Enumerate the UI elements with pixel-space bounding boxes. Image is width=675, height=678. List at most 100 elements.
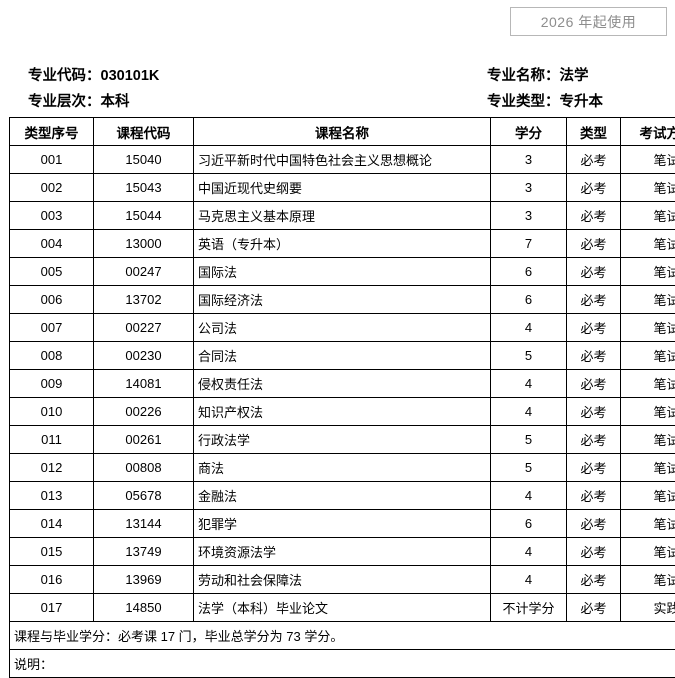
cell-code: 15044 [94, 202, 194, 230]
cell-type: 必考 [567, 594, 621, 622]
cell-type: 必考 [567, 202, 621, 230]
cell-code: 00227 [94, 314, 194, 342]
col-header-seq: 类型序号 [10, 118, 94, 146]
cell-exam: 笔试 [621, 146, 675, 174]
major-level: 专业层次：本科 [28, 90, 130, 111]
watermark-box: 2026 年起使用 [510, 7, 667, 36]
table-row: 005 00247 国际法 6 必考 笔试 [10, 258, 675, 286]
cell-name: 国际法 [194, 258, 491, 286]
summary-row: 课程与毕业学分：必考课 17 门，毕业总学分为 73 学分。 [10, 622, 675, 650]
course-table: 类型序号 课程代码 课程名称 学分 类型 考试方式 001 15040 习近平新… [9, 117, 675, 678]
cell-seq: 009 [10, 370, 94, 398]
cell-exam: 笔试 [621, 510, 675, 538]
cell-seq: 002 [10, 174, 94, 202]
cell-code: 13969 [94, 566, 194, 594]
cell-seq: 011 [10, 426, 94, 454]
cell-type: 必考 [567, 146, 621, 174]
cell-exam: 笔试 [621, 538, 675, 566]
cell-exam: 笔试 [621, 482, 675, 510]
table-row: 014 13144 犯罪学 6 必考 笔试 [10, 510, 675, 538]
cell-name: 劳动和社会保障法 [194, 566, 491, 594]
cell-exam: 笔试 [621, 258, 675, 286]
table-row: 017 14850 法学（本科）毕业论文 不计学分 必考 实践 [10, 594, 675, 622]
cell-code: 14081 [94, 370, 194, 398]
cell-seq: 007 [10, 314, 94, 342]
cell-credit: 5 [491, 454, 567, 482]
table-row: 015 13749 环境资源法学 4 必考 笔试 [10, 538, 675, 566]
cell-name: 国际经济法 [194, 286, 491, 314]
cell-credit: 3 [491, 146, 567, 174]
cell-code: 15043 [94, 174, 194, 202]
major-code: 专业代码：030101K [28, 64, 159, 85]
cell-credit: 4 [491, 566, 567, 594]
cell-type: 必考 [567, 342, 621, 370]
cell-code: 13144 [94, 510, 194, 538]
watermark-text: 2026 年起使用 [541, 12, 637, 32]
cell-name: 公司法 [194, 314, 491, 342]
cell-seq: 004 [10, 230, 94, 258]
table-row: 013 05678 金融法 4 必考 笔试 [10, 482, 675, 510]
cell-name: 习近平新时代中国特色社会主义思想概论 [194, 146, 491, 174]
cell-name: 马克思主义基本原理 [194, 202, 491, 230]
cell-credit: 4 [491, 370, 567, 398]
col-header-name: 课程名称 [194, 118, 491, 146]
cell-exam: 笔试 [621, 398, 675, 426]
cell-type: 必考 [567, 482, 621, 510]
cell-code: 13702 [94, 286, 194, 314]
cell-name: 环境资源法学 [194, 538, 491, 566]
cell-name: 侵权责任法 [194, 370, 491, 398]
col-header-exam: 考试方式 [621, 118, 675, 146]
cell-seq: 012 [10, 454, 94, 482]
cell-name: 知识产权法 [194, 398, 491, 426]
cell-exam: 实践 [621, 594, 675, 622]
cell-code: 15040 [94, 146, 194, 174]
cell-name: 英语（专升本） [194, 230, 491, 258]
cell-code: 14850 [94, 594, 194, 622]
col-header-type: 类型 [567, 118, 621, 146]
table-row: 008 00230 合同法 5 必考 笔试 [10, 342, 675, 370]
cell-seq: 014 [10, 510, 94, 538]
summary-text: 课程与毕业学分：必考课 17 门，毕业总学分为 73 学分。 [10, 622, 675, 650]
cell-seq: 008 [10, 342, 94, 370]
col-header-credit: 学分 [491, 118, 567, 146]
cell-type: 必考 [567, 258, 621, 286]
cell-credit: 3 [491, 202, 567, 230]
cell-exam: 笔试 [621, 314, 675, 342]
cell-seq: 013 [10, 482, 94, 510]
cell-name: 法学（本科）毕业论文 [194, 594, 491, 622]
table-row: 002 15043 中国近现代史纲要 3 必考 笔试 [10, 174, 675, 202]
cell-seq: 005 [10, 258, 94, 286]
cell-type: 必考 [567, 426, 621, 454]
cell-code: 00808 [94, 454, 194, 482]
cell-type: 必考 [567, 538, 621, 566]
cell-code: 00261 [94, 426, 194, 454]
table-row: 001 15040 习近平新时代中国特色社会主义思想概论 3 必考 笔试 [10, 146, 675, 174]
cell-seq: 016 [10, 566, 94, 594]
table-row: 006 13702 国际经济法 6 必考 笔试 [10, 286, 675, 314]
cell-seq: 006 [10, 286, 94, 314]
cell-type: 必考 [567, 454, 621, 482]
cell-seq: 010 [10, 398, 94, 426]
cell-code: 05678 [94, 482, 194, 510]
cell-credit: 6 [491, 286, 567, 314]
cell-seq: 017 [10, 594, 94, 622]
cell-code: 13749 [94, 538, 194, 566]
cell-credit: 4 [491, 314, 567, 342]
col-header-code: 课程代码 [94, 118, 194, 146]
cell-code: 00230 [94, 342, 194, 370]
cell-credit: 4 [491, 538, 567, 566]
cell-type: 必考 [567, 174, 621, 202]
cell-exam: 笔试 [621, 426, 675, 454]
cell-exam: 笔试 [621, 454, 675, 482]
cell-type: 必考 [567, 398, 621, 426]
cell-code: 13000 [94, 230, 194, 258]
cell-type: 必考 [567, 510, 621, 538]
cell-type: 必考 [567, 286, 621, 314]
table-row: 009 14081 侵权责任法 4 必考 笔试 [10, 370, 675, 398]
note-text: 说明： [10, 650, 675, 678]
major-type: 专业类型：专升本 [487, 90, 603, 111]
cell-exam: 笔试 [621, 230, 675, 258]
cell-credit: 4 [491, 482, 567, 510]
cell-type: 必考 [567, 566, 621, 594]
cell-name: 合同法 [194, 342, 491, 370]
